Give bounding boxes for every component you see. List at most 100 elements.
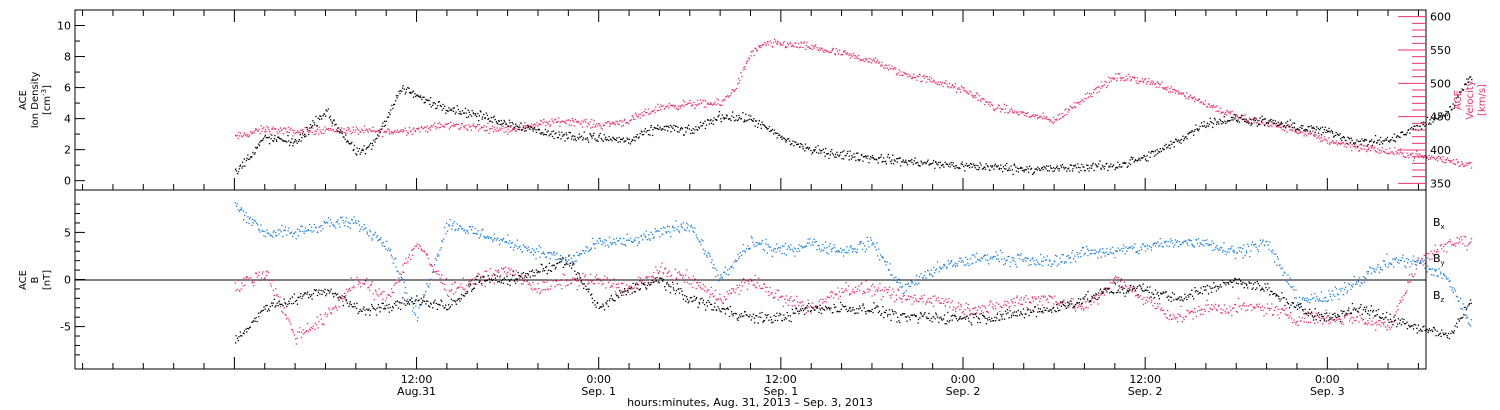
density-point [1356, 145, 1359, 148]
velocity-point [1399, 148, 1402, 150]
bz-point [726, 291, 728, 293]
bz-point [774, 296, 776, 298]
velocity-point [388, 130, 390, 132]
density-point [1450, 109, 1452, 111]
density-point [351, 141, 353, 144]
by-point [968, 264, 970, 267]
velocity-point [1328, 143, 1331, 145]
density-point [659, 126, 661, 128]
density-point [797, 143, 800, 145]
by-point [384, 245, 386, 247]
velocity-point [802, 46, 804, 49]
bz-point [1029, 301, 1031, 303]
density-point [638, 136, 640, 138]
bz-point [1349, 318, 1352, 320]
density-point [1322, 132, 1324, 134]
density-point [828, 157, 830, 160]
velocity-point [1422, 157, 1424, 159]
bz-point [785, 295, 788, 297]
density-point [375, 138, 377, 140]
by-point [466, 229, 468, 232]
velocity-point [1404, 156, 1406, 158]
velocity-point [581, 120, 583, 122]
bz-point [1168, 318, 1170, 321]
velocity-point [690, 102, 692, 104]
density-point [449, 109, 451, 112]
velocity-point [881, 61, 883, 64]
bz-point [1326, 316, 1328, 318]
velocity-point [1252, 119, 1255, 122]
density-point [1289, 119, 1292, 121]
density-point [927, 159, 929, 161]
density-point [1234, 115, 1237, 117]
velocity-point [1330, 141, 1332, 144]
bz-point [782, 305, 785, 307]
by-point [395, 257, 397, 259]
bz-point [1088, 301, 1090, 303]
bz-point [1417, 257, 1419, 259]
density-point [877, 162, 879, 164]
bz-point [418, 244, 420, 246]
bz-point [1025, 301, 1027, 303]
by-point [619, 238, 622, 240]
by-point [432, 271, 434, 273]
velocity-point [518, 124, 520, 126]
by-point [485, 236, 487, 238]
velocity-point [1056, 119, 1058, 121]
density-point [461, 110, 464, 112]
bz-point [1004, 303, 1006, 305]
velocity-point [852, 52, 854, 54]
bz-point [289, 321, 291, 323]
velocity-point [779, 44, 781, 46]
bz-point [1108, 287, 1110, 289]
bz-point [808, 306, 810, 308]
density-point [450, 108, 452, 110]
density-point [1277, 121, 1279, 123]
density-point [390, 109, 392, 111]
by-point [923, 274, 926, 277]
density-point [1112, 164, 1115, 166]
density-point [288, 144, 291, 147]
density-point [445, 112, 447, 114]
density-point [285, 140, 287, 143]
density-point [739, 116, 741, 119]
velocity-point [434, 122, 436, 124]
velocity-point [688, 102, 690, 104]
velocity-point [1390, 151, 1392, 153]
density-point [251, 156, 253, 158]
velocity-point [814, 45, 816, 47]
velocity-point [1146, 81, 1148, 83]
bz-point [561, 288, 563, 290]
density-point [1012, 173, 1014, 175]
by-point [381, 242, 383, 244]
density-point [890, 162, 893, 165]
by-point [906, 283, 909, 285]
density-point [677, 126, 679, 128]
density-point [1299, 126, 1301, 128]
density-point [694, 129, 696, 131]
density-point [785, 139, 788, 142]
bz-point [415, 245, 418, 247]
by-point [804, 245, 806, 247]
by-point [304, 227, 307, 229]
velocity-point [1315, 134, 1317, 136]
by-point [798, 244, 800, 246]
density-point [1178, 141, 1180, 143]
velocity-point [1264, 123, 1266, 126]
by-point [668, 226, 670, 228]
density-point [1047, 165, 1049, 167]
bz-point [1217, 305, 1220, 307]
density-point [546, 131, 548, 133]
velocity-point [1055, 118, 1057, 120]
bz-point [997, 312, 999, 314]
velocity-point [237, 137, 239, 140]
density-point [1316, 126, 1318, 128]
bz-point [671, 278, 673, 281]
by-point [754, 246, 756, 248]
bz-point [1444, 243, 1446, 245]
velocity-point [748, 57, 750, 59]
density-point [743, 121, 745, 123]
by-point [891, 274, 893, 276]
velocity-point [865, 59, 867, 61]
density-point [958, 167, 960, 169]
